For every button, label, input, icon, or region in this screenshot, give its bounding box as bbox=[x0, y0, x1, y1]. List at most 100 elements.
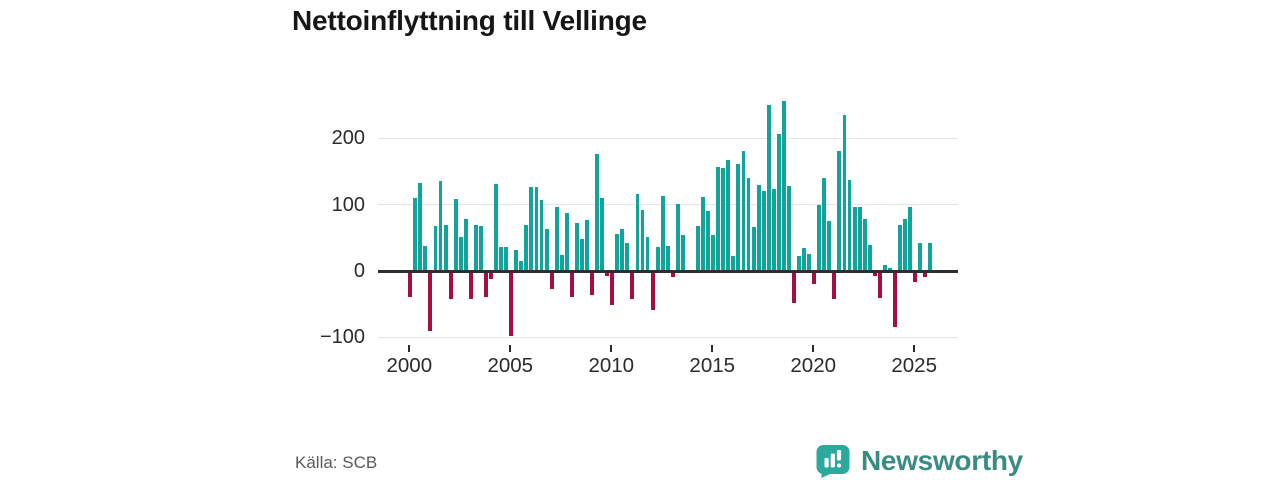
bar-2018-q4 bbox=[786, 186, 791, 271]
bar-2003-q4 bbox=[484, 272, 488, 297]
bar-2010-q1 bbox=[610, 272, 615, 305]
bar-2001-q4 bbox=[443, 225, 448, 271]
bar-2004-q1 bbox=[489, 272, 493, 279]
bar-2003-q1 bbox=[468, 272, 473, 299]
bar-2025-q4 bbox=[928, 243, 933, 271]
bar-2021-q4 bbox=[847, 180, 852, 271]
bar-2008-q4 bbox=[585, 219, 589, 271]
bar-2009-q2 bbox=[595, 154, 599, 271]
bar-2019-q3 bbox=[802, 248, 806, 271]
bar-2020-q4 bbox=[827, 221, 832, 271]
bar-2011-q1 bbox=[630, 272, 635, 300]
bar-2002-q3 bbox=[458, 237, 463, 271]
x-axis-label: 2020 bbox=[790, 354, 837, 377]
bar-2024-q4 bbox=[908, 207, 913, 271]
bar-2022-q2 bbox=[857, 206, 862, 271]
x-tick-2025 bbox=[913, 345, 916, 352]
bar-2007-q4 bbox=[564, 213, 569, 271]
x-tick-2015 bbox=[711, 345, 714, 352]
bar-2023-q2 bbox=[877, 272, 882, 299]
bar-2018-q1 bbox=[771, 189, 776, 271]
x-tick-2020 bbox=[812, 345, 815, 352]
x-axis-label: 2005 bbox=[487, 354, 534, 377]
bar-2016-q2 bbox=[736, 164, 741, 271]
bar-2017-q1 bbox=[751, 226, 756, 271]
bar-2011-q2 bbox=[635, 194, 640, 271]
newsworthy-bubble-icon bbox=[816, 444, 850, 478]
bar-2003-q2 bbox=[473, 224, 478, 271]
bar-2012-q4 bbox=[665, 246, 670, 271]
bar-2017-q4 bbox=[766, 104, 771, 271]
bar-2015-q4 bbox=[726, 159, 731, 271]
bar-2022-q1 bbox=[852, 207, 857, 271]
gridline-200 bbox=[378, 137, 958, 139]
bar-2007-q3 bbox=[559, 255, 564, 271]
plot-area: 2000 2005 2010 2015 2020 2025 bbox=[378, 95, 958, 378]
bar-2021-q2 bbox=[837, 150, 842, 271]
bar-2024-q1 bbox=[893, 272, 897, 327]
bar-2002-q2 bbox=[453, 199, 458, 271]
bar-2024-q2 bbox=[898, 224, 902, 271]
bar-2005-q2 bbox=[514, 250, 519, 271]
x-tick-2000 bbox=[408, 345, 411, 352]
bar-2023-q1 bbox=[872, 272, 877, 276]
x-axis-label: 2010 bbox=[588, 354, 635, 377]
bar-2004-q3 bbox=[499, 247, 504, 271]
bar-2005-q3 bbox=[519, 261, 524, 271]
x-tick-2010 bbox=[610, 345, 613, 352]
bar-2022-q4 bbox=[867, 245, 872, 271]
bar-2006-q2 bbox=[534, 186, 539, 271]
bar-2000-q3 bbox=[418, 183, 423, 271]
bar-2007-q1 bbox=[549, 272, 554, 290]
bar-2023-q3 bbox=[882, 265, 887, 271]
bar-2014-q4 bbox=[706, 211, 711, 271]
gridline-100 bbox=[378, 204, 958, 206]
bar-2002-q1 bbox=[448, 272, 453, 299]
y-axis-label: 200 bbox=[331, 127, 365, 150]
bar-2003-q3 bbox=[478, 225, 483, 271]
bar-2025-q3 bbox=[923, 272, 928, 278]
bar-2010-q3 bbox=[620, 228, 625, 271]
bar-2009-q1 bbox=[590, 272, 594, 296]
bar-2005-q4 bbox=[524, 225, 529, 271]
bar-2010-q4 bbox=[625, 243, 630, 271]
bar-2022-q3 bbox=[862, 219, 867, 271]
bar-2018-q3 bbox=[781, 101, 786, 271]
bar-2014-q3 bbox=[701, 197, 706, 271]
bar-2017-q2 bbox=[756, 185, 761, 271]
bar-2011-q3 bbox=[640, 210, 645, 271]
bar-2005-q1 bbox=[509, 272, 514, 337]
bar-2000-q4 bbox=[423, 246, 428, 271]
bar-2011-q4 bbox=[645, 237, 650, 271]
bar-2021-q1 bbox=[832, 272, 837, 299]
bar-2008-q2 bbox=[574, 222, 579, 271]
y-axis-label: 0 bbox=[353, 260, 365, 282]
bar-2015-q2 bbox=[716, 166, 721, 271]
bar-2006-q3 bbox=[539, 200, 544, 271]
x-axis-label: 2025 bbox=[891, 354, 937, 377]
bar-2015-q3 bbox=[721, 168, 726, 271]
bar-2008-q1 bbox=[569, 272, 574, 298]
bar-2004-q4 bbox=[504, 247, 509, 271]
bar-2009-q3 bbox=[600, 198, 605, 271]
chart-title: Nettoinflyttning till Vellinge bbox=[292, 5, 647, 36]
bar-2024-q3 bbox=[903, 219, 907, 271]
bar-2013-q1 bbox=[670, 272, 675, 277]
x-axis-label: 2015 bbox=[689, 354, 736, 377]
bar-2016-q4 bbox=[746, 178, 751, 271]
source-note: Källa: SCB bbox=[295, 453, 378, 472]
bar-2025-q2 bbox=[918, 243, 923, 271]
bar-2002-q4 bbox=[463, 219, 468, 271]
zero-axis-line bbox=[378, 269, 958, 273]
bar-2000-q1 bbox=[408, 272, 413, 298]
bar-2020-q3 bbox=[822, 178, 827, 271]
bar-2025-q1 bbox=[913, 272, 918, 283]
bar-2019-q1 bbox=[792, 272, 796, 303]
bar-2001-q3 bbox=[438, 181, 443, 271]
y-axis: 200 100 0 −100 bbox=[285, 95, 365, 378]
brand-name: Newsworthy bbox=[861, 445, 1023, 476]
bar-2017-q3 bbox=[761, 190, 766, 271]
bar-2014-q2 bbox=[696, 225, 700, 271]
bar-2020-q2 bbox=[817, 205, 822, 271]
